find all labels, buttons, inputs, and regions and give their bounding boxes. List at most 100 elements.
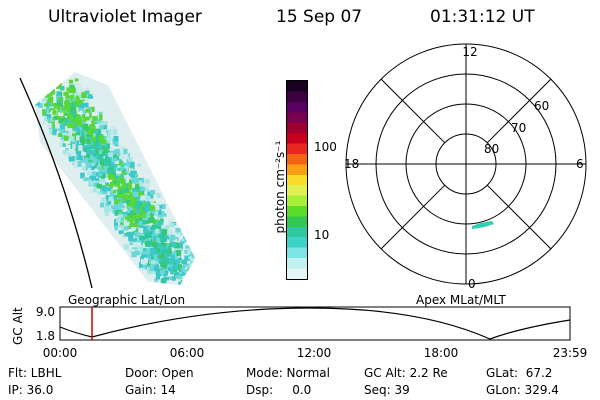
image-pixel (125, 170, 129, 174)
image-pixel (154, 253, 161, 259)
image-pixel (123, 148, 128, 155)
info-ip: IP: 36.0 (8, 383, 54, 397)
image-pixel (131, 207, 138, 211)
image-pixel (76, 135, 80, 141)
colorbar-unit-label: photon cm⁻²s⁻¹ (273, 140, 287, 234)
image-pixel (78, 145, 83, 151)
image-pixel (197, 280, 201, 283)
image-pixel (85, 108, 91, 115)
image-pixel (153, 235, 157, 241)
image-pixel (93, 143, 99, 149)
image-pixel (41, 89, 46, 93)
image-pixel (185, 245, 190, 249)
image-pixel (62, 117, 69, 122)
image-pixel (195, 256, 199, 261)
image-pixel (100, 165, 106, 170)
image-pixel (175, 260, 180, 265)
image-pixel (130, 172, 135, 178)
image-pixel (121, 225, 126, 231)
image-pixel (152, 219, 158, 225)
image-pixel (147, 236, 151, 242)
image-pixel (113, 176, 118, 181)
image-pixel (111, 190, 118, 196)
image-pixel (114, 210, 118, 216)
image-pixel (117, 170, 122, 175)
image-pixel (172, 276, 176, 281)
image-pixel (77, 156, 83, 161)
image-pixel (51, 87, 55, 94)
polar-diagonal-2 (486, 78, 552, 144)
image-pixel (43, 90, 50, 96)
image-pixel (42, 120, 46, 124)
image-pixel (83, 145, 89, 151)
image-pixel (178, 281, 184, 285)
image-pixel (51, 78, 57, 85)
image-pixel (113, 136, 119, 142)
image-pixel (67, 122, 74, 128)
image-pixel (120, 166, 125, 172)
image-pixel (113, 201, 117, 206)
image-pixel (68, 156, 75, 162)
image-pixel (58, 97, 63, 102)
image-pixel (106, 184, 111, 188)
image-pixel (141, 220, 147, 224)
image-pixel (104, 150, 111, 156)
image-pixel (198, 255, 203, 258)
image-pixel (65, 95, 71, 100)
image-pixel (142, 201, 148, 206)
image-pixel (148, 226, 153, 230)
image-pixel (121, 195, 127, 200)
altitude-tick-1-8: 1.8 (36, 329, 55, 343)
image-pixel (148, 258, 153, 265)
image-pixel (61, 107, 66, 111)
image-pixel (79, 128, 85, 134)
image-pixel (163, 261, 169, 267)
image-pixel (162, 271, 168, 276)
image-pixel (158, 205, 163, 209)
image-pixel (69, 89, 75, 94)
image-pixel (135, 235, 141, 241)
image-pixel (74, 78, 79, 82)
image-pixel (104, 205, 110, 212)
image-pixel (73, 127, 80, 131)
image-pixel (164, 248, 170, 254)
image-pixel (76, 100, 80, 107)
image-pixel (108, 146, 113, 151)
image-pixel (124, 222, 130, 226)
image-pixel (156, 272, 162, 277)
image-pixel (123, 226, 129, 231)
image-pixel (126, 177, 129, 183)
image-pixel (136, 242, 142, 248)
image-pixel (90, 188, 95, 193)
image-pixel (184, 255, 191, 261)
image-pixel (86, 120, 93, 126)
image-pixel (162, 249, 167, 253)
image-pixel (139, 191, 145, 195)
image-pixel (99, 181, 106, 186)
image-pixel (120, 222, 124, 226)
image-pixel (154, 211, 159, 216)
image-pixel (154, 265, 160, 272)
image-pixel (156, 237, 162, 243)
image-pixel (111, 175, 115, 180)
image-pixel (103, 121, 109, 125)
image-pixel (85, 125, 91, 130)
image-pixel (154, 258, 160, 264)
polar-aurora-patch (472, 221, 494, 229)
image-pixel (77, 151, 83, 158)
mlat-label-70: 70 (511, 121, 526, 135)
image-pixel (69, 149, 75, 154)
image-pixel (191, 245, 195, 252)
image-pixel (132, 188, 137, 192)
image-pixel (124, 233, 130, 237)
image-pixel (53, 109, 57, 115)
image-pixel (107, 164, 113, 170)
image-pixel (97, 142, 102, 149)
image-pixel (101, 178, 106, 183)
image-pixel (154, 278, 158, 282)
time-label: 01:31:12 UT (430, 7, 535, 27)
image-pixel (41, 97, 46, 103)
image-pixel (108, 140, 114, 146)
image-pixel (95, 149, 99, 155)
image-pixel (38, 103, 43, 108)
